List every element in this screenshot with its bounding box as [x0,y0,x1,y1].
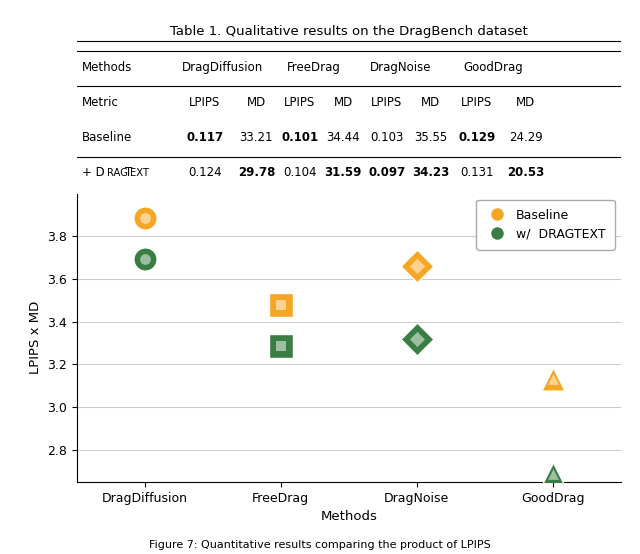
Text: MD: MD [333,96,353,109]
Text: LPIPS: LPIPS [189,96,220,109]
Text: RAG: RAG [107,168,128,178]
Text: Methods: Methods [82,60,132,74]
X-axis label: Methods: Methods [321,510,377,524]
Text: 0.124: 0.124 [188,166,221,179]
Text: Table 1. Qualitative results on the DragBench dataset: Table 1. Qualitative results on the Drag… [170,25,527,38]
Point [412,261,422,270]
Text: LPIPS: LPIPS [284,96,316,109]
Text: 34.44: 34.44 [326,131,360,144]
Text: 0.104: 0.104 [283,166,317,179]
Text: GoodDrag: GoodDrag [463,60,523,74]
Point [548,469,558,478]
Text: LPIPS: LPIPS [461,96,492,109]
Text: Figure 7: Quantitative results comparing the product of LPIPS: Figure 7: Quantitative results comparing… [149,541,491,551]
Text: LPIPS: LPIPS [371,96,403,109]
Text: 34.23: 34.23 [412,166,449,179]
Y-axis label: LPIPS x MD: LPIPS x MD [29,301,42,375]
Point [548,375,558,383]
Text: Baseline: Baseline [82,131,132,144]
Text: Metric: Metric [82,96,119,109]
Text: 24.29: 24.29 [509,131,543,144]
Point [140,213,150,222]
Text: DragDiffusion: DragDiffusion [182,60,263,74]
Text: 0.101: 0.101 [281,131,319,144]
Point [276,342,286,351]
Text: T: T [125,166,132,179]
Point [548,469,558,478]
Point [140,213,150,222]
Point [140,255,150,264]
Text: MD: MD [246,96,266,109]
Point [548,375,558,383]
Text: 35.55: 35.55 [414,131,447,144]
Text: MD: MD [516,96,535,109]
Text: 31.59: 31.59 [324,166,362,179]
Text: 0.097: 0.097 [368,166,406,179]
Text: MD: MD [420,96,440,109]
Text: 33.21: 33.21 [239,131,273,144]
Text: EXT: EXT [129,168,148,178]
Text: 0.103: 0.103 [370,131,404,144]
Text: 20.53: 20.53 [507,166,544,179]
Text: 0.131: 0.131 [460,166,493,179]
Legend: Baseline, w/  DRAGTEXT: Baseline, w/ DRAGTEXT [476,200,614,250]
Point [412,261,422,270]
Text: FreeDrag: FreeDrag [287,60,340,74]
Point [412,335,422,343]
Text: 29.78: 29.78 [237,166,275,179]
Point [276,301,286,310]
Text: DragNoise: DragNoise [370,60,431,74]
Point [276,301,286,310]
Text: 0.129: 0.129 [458,131,495,144]
Point [276,342,286,351]
Point [412,335,422,343]
Point [140,255,150,264]
Text: + D: + D [82,166,105,179]
Text: 0.117: 0.117 [186,131,223,144]
